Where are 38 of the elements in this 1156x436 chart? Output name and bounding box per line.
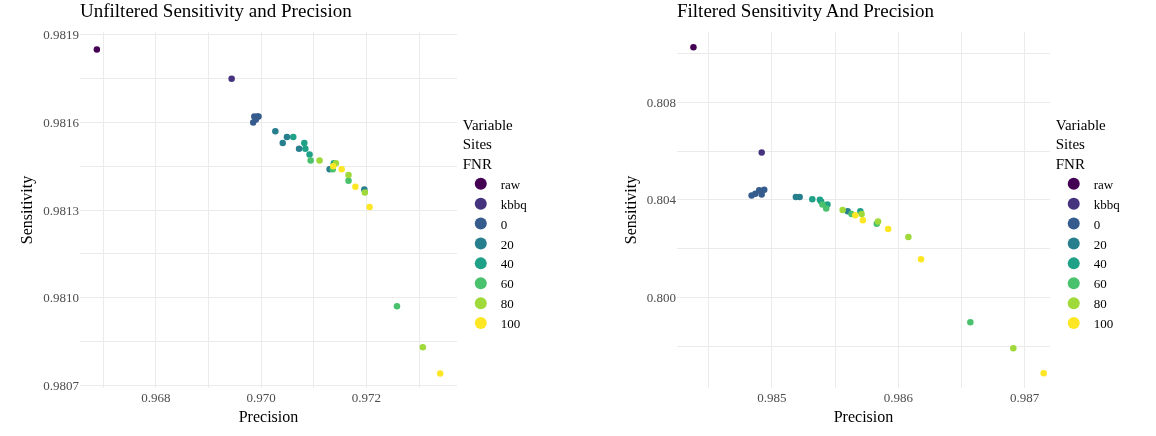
legend-label: 60: [500, 276, 514, 292]
legend-label: 60: [1093, 276, 1107, 292]
y-tick-label: 0.800: [646, 290, 676, 306]
x-axis-title: Precision: [238, 407, 299, 425]
legend-label: kbbq: [1093, 196, 1121, 212]
legend-title: Variable Sites FNR: [462, 116, 514, 172]
x-tick-label: 0.972: [351, 390, 382, 405]
legend-label: 0: [500, 216, 508, 232]
legend-label: 100: [1093, 316, 1114, 332]
legend-label: kbbq: [500, 196, 528, 212]
x-tick-label: 0.985: [757, 390, 787, 405]
y-tick-label: 0.9810: [43, 290, 79, 306]
y-axis-title: Sensitivity: [18, 175, 37, 245]
y-tick-label: 0.9816: [43, 115, 80, 131]
x-tick-label: 0.986: [883, 390, 914, 405]
chart-title: Unfiltered Sensitivity and Precision: [80, 0, 353, 22]
y-tick-label: 0.9807: [43, 377, 80, 393]
x-tick-label: 0.987: [1010, 390, 1040, 405]
legend-label: 80: [1093, 296, 1107, 312]
legend-label: 0: [1093, 216, 1101, 232]
legend-title: Variable Sites FNR: [1055, 116, 1107, 172]
legend-label: 40: [1093, 256, 1107, 272]
y-tick-label: 0.808: [646, 94, 676, 110]
legend-label: raw: [1093, 176, 1114, 192]
y-tick-label: 0.9813: [43, 202, 79, 218]
legend-label: 40: [500, 256, 514, 272]
x-axis-title: Precision: [833, 407, 894, 425]
legend-label: 80: [500, 296, 514, 312]
x-tick-label: 0.968: [141, 390, 171, 405]
y-axis-title: Sensitivity: [621, 175, 640, 245]
legend-label: 100: [500, 316, 521, 332]
legend-label: 20: [1093, 236, 1107, 252]
chart-title: Filtered Sensitivity And Precision: [677, 0, 935, 22]
y-tick-label: 0.9819: [43, 27, 79, 43]
legend-label: 20: [500, 236, 514, 252]
legend-label: raw: [500, 176, 521, 192]
y-tick-label: 0.804: [646, 192, 677, 208]
x-tick-label: 0.970: [246, 390, 276, 405]
